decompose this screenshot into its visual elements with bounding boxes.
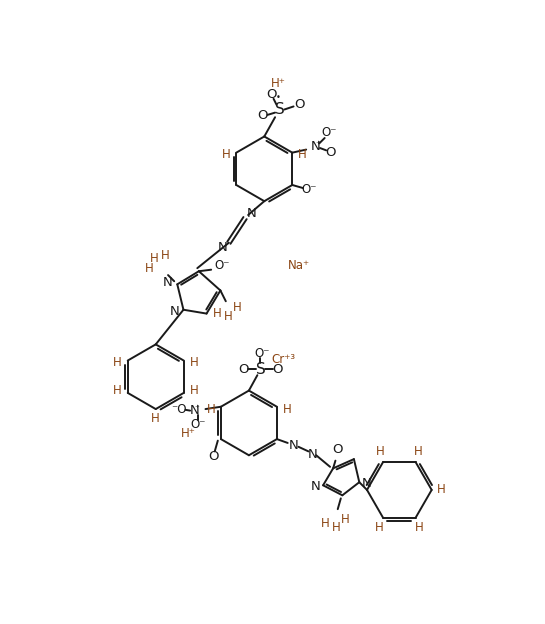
- Text: H: H: [190, 356, 199, 369]
- Text: O: O: [294, 99, 305, 112]
- Text: H: H: [224, 310, 233, 323]
- Text: H: H: [376, 446, 384, 459]
- Text: H: H: [213, 307, 222, 320]
- Text: H: H: [113, 384, 122, 397]
- Text: O⁻: O⁻: [301, 183, 317, 196]
- Text: ⁺: ⁺: [316, 140, 320, 149]
- Text: ⁺: ⁺: [195, 404, 199, 413]
- Text: N: N: [218, 241, 228, 254]
- Text: H⁺: H⁺: [271, 77, 286, 90]
- Text: O⁻: O⁻: [214, 258, 229, 271]
- Text: O: O: [332, 444, 343, 456]
- Text: H: H: [207, 402, 215, 416]
- Text: H: H: [161, 248, 169, 261]
- Text: H: H: [341, 514, 350, 527]
- Text: O: O: [272, 363, 283, 376]
- Text: H: H: [145, 263, 154, 275]
- Text: H: H: [113, 356, 122, 369]
- Text: N: N: [311, 140, 320, 153]
- Text: H: H: [150, 251, 159, 265]
- Text: O: O: [208, 449, 219, 462]
- Text: H⁺: H⁺: [181, 427, 196, 440]
- Text: Na⁺: Na⁺: [288, 260, 310, 272]
- Text: O: O: [267, 87, 277, 100]
- Text: O⁻: O⁻: [190, 418, 205, 431]
- Text: N: N: [362, 477, 372, 490]
- Text: H: H: [415, 522, 423, 534]
- Text: H: H: [152, 412, 160, 425]
- Text: O: O: [238, 363, 249, 376]
- Text: S: S: [275, 102, 284, 117]
- Text: H: H: [222, 148, 231, 161]
- Text: H: H: [414, 446, 423, 459]
- Text: N: N: [190, 404, 199, 417]
- Text: O⁻: O⁻: [254, 347, 270, 360]
- Text: H: H: [233, 301, 242, 314]
- Text: H: H: [321, 517, 330, 530]
- Text: H: H: [437, 484, 445, 497]
- Text: O⁻: O⁻: [322, 126, 337, 139]
- Text: H: H: [298, 148, 307, 161]
- Text: H: H: [190, 384, 199, 397]
- Text: O: O: [257, 109, 268, 122]
- Text: N: N: [163, 276, 173, 290]
- Text: ⁻O: ⁻O: [172, 402, 187, 416]
- Text: H: H: [332, 521, 341, 534]
- Text: N: N: [308, 448, 318, 461]
- Text: N: N: [169, 305, 179, 318]
- Text: S: S: [256, 361, 265, 376]
- Text: •: •: [276, 94, 281, 102]
- Text: N: N: [246, 207, 256, 220]
- Text: O: O: [325, 146, 336, 159]
- Text: N: N: [311, 480, 320, 494]
- Text: H: H: [375, 522, 384, 534]
- Text: Cr⁺³: Cr⁺³: [271, 353, 295, 366]
- Text: H: H: [282, 402, 291, 416]
- Text: N: N: [289, 439, 299, 452]
